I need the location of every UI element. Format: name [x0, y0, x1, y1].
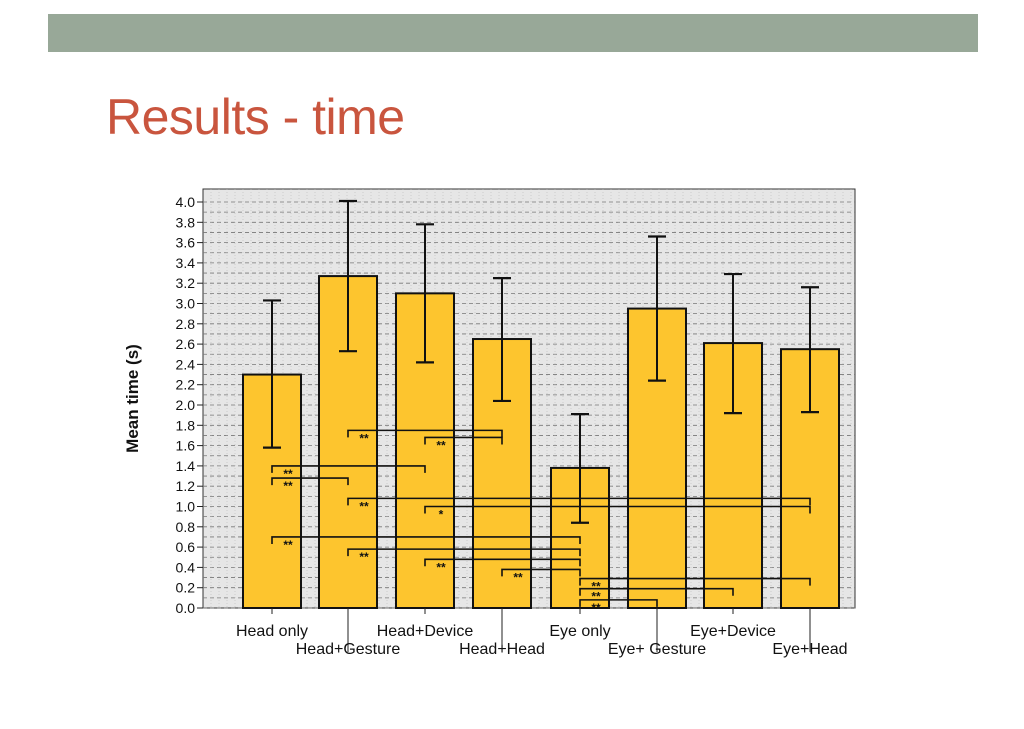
- significance-bracket: *: [424, 505, 811, 522]
- bracket-line: [424, 558, 581, 567]
- significance-label: **: [359, 550, 369, 564]
- significance-label: **: [436, 438, 446, 452]
- significance-label: **: [591, 601, 601, 615]
- significance-bracket: **: [271, 465, 426, 481]
- significance-bracket: **: [271, 477, 349, 493]
- x-tick-label: Eye+Head: [772, 641, 847, 658]
- significance-bracket: **: [579, 599, 658, 615]
- y-tick-label: 2.0: [176, 397, 196, 413]
- y-tick-label: 1.6: [176, 438, 196, 454]
- significance-label: **: [283, 479, 293, 493]
- significance-label: **: [591, 580, 601, 594]
- header-band: [48, 14, 978, 52]
- y-tick-label: 2.6: [176, 336, 196, 352]
- slide-title: Results - time: [106, 89, 405, 145]
- y-tick-label: 3.8: [176, 214, 196, 230]
- y-tick-label: 0.4: [176, 559, 196, 575]
- significance-label: **: [591, 590, 601, 604]
- significance-label: **: [283, 467, 293, 481]
- x-tick-label: Head+Device: [377, 623, 474, 640]
- y-tick-label: 0.2: [176, 580, 196, 596]
- y-tick-label: 0.6: [176, 539, 196, 555]
- y-tick-label: 3.0: [176, 296, 196, 312]
- significance-bracket: **: [424, 436, 503, 452]
- y-tick-label: 4.0: [176, 194, 196, 210]
- bracket-line: [271, 477, 349, 486]
- y-tick-label: 3.2: [176, 275, 196, 291]
- significance-label: **: [513, 570, 523, 584]
- significance-label: **: [359, 499, 369, 513]
- bracket-line: [424, 436, 503, 445]
- y-tick-label: 3.6: [176, 235, 196, 251]
- significance-label: **: [436, 560, 446, 574]
- significance-bracket: **: [271, 536, 581, 552]
- bracket-line: [579, 577, 811, 586]
- x-tick-label: Eye+ Gesture: [608, 641, 706, 658]
- y-tick-label: 0.0: [176, 600, 196, 616]
- significance-label: *: [439, 508, 444, 522]
- bracket-line: [347, 429, 503, 438]
- x-tick-label: Head+Gesture: [296, 641, 401, 658]
- x-tick-label: Head+Head: [459, 641, 545, 658]
- significance-bracket: **: [347, 429, 503, 445]
- bracket-line: [501, 568, 581, 577]
- bracket-line: [347, 548, 581, 557]
- significance-label: **: [359, 431, 369, 445]
- y-tick-label: 2.8: [176, 316, 196, 332]
- significance-label: **: [283, 538, 293, 552]
- y-axis-title: Mean time (s): [123, 344, 142, 453]
- x-tick-label: Head only: [236, 623, 308, 640]
- y-tick-label: 2.2: [176, 377, 196, 393]
- x-tick-label: Eye+Device: [690, 623, 776, 640]
- y-tick-label: 1.0: [176, 499, 196, 515]
- significance-bracket: **: [347, 548, 581, 564]
- bracket-line: [271, 536, 581, 544]
- bracket-line: [579, 587, 734, 596]
- bracket-line: [424, 505, 811, 514]
- bracket-line: [271, 465, 426, 473]
- y-tick-label: 1.2: [176, 478, 196, 494]
- y-tick-label: 0.8: [176, 519, 196, 535]
- significance-bracket: **: [501, 568, 581, 584]
- significance-bracket: **: [424, 558, 581, 574]
- y-tick-label: 1.8: [176, 417, 196, 433]
- bracket-line: [579, 599, 658, 607]
- significance-bracket: **: [579, 577, 811, 594]
- y-tick-label: 2.4: [176, 356, 196, 372]
- x-tick-label: Eye only: [549, 623, 610, 640]
- significance-bracket: **: [579, 587, 734, 604]
- y-tick-label: 1.4: [176, 458, 196, 474]
- y-tick-label: 3.4: [176, 255, 196, 271]
